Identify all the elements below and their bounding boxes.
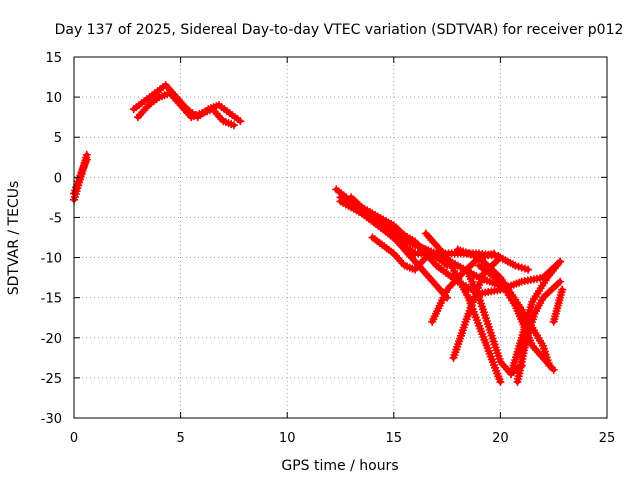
x-tick-label: 20 [492,431,509,446]
x-tick-label: 0 [70,431,78,446]
y-axis-label: SDTVAR / TECUs [6,181,22,296]
y-tick-label: -25 [41,372,62,387]
data-series-4 [133,89,238,130]
series-markers [513,277,565,386]
series-markers [549,285,567,326]
x-tick-label: 10 [279,431,296,446]
grid-lines [74,57,607,418]
chart-title: Day 137 of 2025, Sidereal Day-to-day VTE… [55,22,624,38]
series-markers [133,89,238,130]
x-tick-label: 25 [599,431,616,446]
data-series-11 [428,249,499,326]
x-axis-label: GPS time / hours [281,458,398,474]
axis-ticks: 0 5 10 15 20 25 -30 -25 -20 -15 -10 -5 0 5 10 15 [41,51,616,446]
data-series-14 [453,245,554,370]
y-tick-label: 5 [54,131,62,146]
y-tick-label: 10 [45,91,62,106]
data-series-12 [421,229,505,386]
y-tick-label: -5 [49,211,62,226]
plot-frame [73,56,608,419]
series-markers [129,81,245,126]
data-series-19 [549,285,567,326]
data-series [70,81,567,386]
series-markers [368,233,430,274]
data-series-10 [368,233,430,274]
y-tick-label: 0 [54,171,62,186]
data-series-18 [513,277,565,386]
data-series-3 [129,81,245,126]
y-tick-label: -20 [41,332,62,347]
y-tick-label: -10 [41,252,62,267]
x-tick-label: 5 [176,431,184,446]
data-series-17 [507,257,565,378]
series-markers [421,229,505,386]
y-tick-label: 15 [45,51,62,66]
series-markers [507,257,565,378]
x-tick-label: 15 [386,431,403,446]
y-tick-label: -15 [41,292,62,307]
data-series-16 [475,261,558,374]
y-tick-label: -30 [41,412,62,427]
